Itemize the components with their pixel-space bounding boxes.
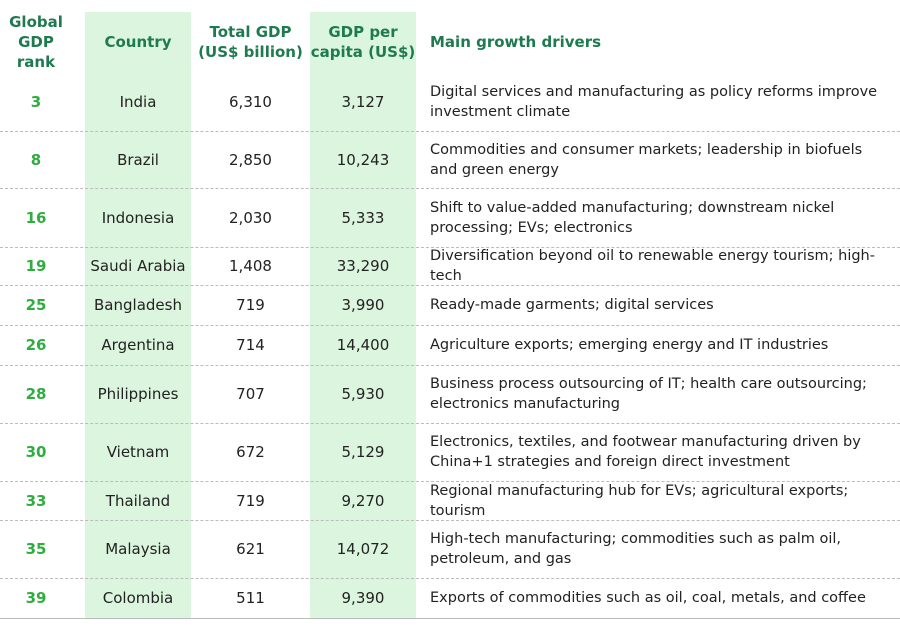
country-cell: Colombia	[102, 589, 174, 607]
growth-drivers-cell: Regional manufacturing hub for EVs; agri…	[430, 482, 849, 519]
country-cell: Argentina	[101, 336, 175, 354]
growth-drivers-cell: Shift to value-added manufacturing; down…	[430, 199, 835, 236]
total-gdp-cell: 714	[236, 336, 265, 354]
row-divider	[0, 578, 900, 579]
header-gdp-per-capita: GDP per capita (US$)	[310, 23, 416, 61]
gdp-per-capita-cell: 3,127	[341, 92, 385, 111]
country-cell: Indonesia	[101, 208, 175, 227]
total-gdp-cell: 719	[236, 296, 265, 314]
total-gdp-cell: 6,310	[229, 92, 272, 111]
rank-cell: 28	[25, 385, 47, 403]
table-row: 16 Indonesia 2,030 5,333 Shift to value-adde…	[0, 188, 900, 247]
country-cell: Philippines	[97, 385, 179, 403]
country-cell: Vietnam	[106, 443, 170, 461]
growth-drivers-cell: Commodities and consumer markets; leader…	[430, 141, 863, 178]
table-row: 25 Bangladesh 719 3,990 Ready-made garments;…	[0, 285, 900, 325]
table-row: 19 Saudi Arabia 1,408 33,290 Diversification…	[0, 247, 900, 285]
gdp-per-capita-cell: 5,333	[341, 208, 385, 227]
rank-cell: 16	[25, 208, 47, 227]
rank-cell: 30	[25, 443, 47, 461]
header-total-gdp: Total GDP (US$ billion)	[198, 23, 303, 61]
growth-drivers-cell: High-tech manufacturing; commodities suc…	[430, 531, 841, 567]
table-row: 26 Argentina 714 14,400 Agriculture exports;…	[0, 325, 900, 365]
table-row: 30 Vietnam 672 5,129 Electronics, textiles, …	[0, 423, 900, 481]
gdp-per-capita-column-highlight	[310, 12, 416, 618]
rank-cell: 35	[25, 540, 47, 558]
gdp-per-capita-cell: 33,290	[336, 257, 390, 275]
table-row: 35 Malaysia 621 14,072 High-tech manufacturi…	[0, 520, 900, 578]
total-gdp-cell: 2,850	[229, 150, 272, 169]
row-divider	[0, 131, 900, 132]
row-divider	[0, 325, 900, 326]
row-divider	[0, 481, 900, 482]
total-gdp-cell: 621	[236, 540, 265, 558]
rank-cell: 25	[25, 296, 47, 314]
total-gdp-cell: 1,408	[229, 257, 272, 275]
table-row: 33 Thailand 719 9,270 Regional manufacturing…	[0, 481, 900, 520]
row-divider	[0, 520, 900, 521]
rank-cell: 19	[25, 257, 47, 275]
growth-drivers-cell: Business process outsourcing of IT; heal…	[430, 376, 867, 412]
growth-drivers-cell: Diversification beyond oil to renewable …	[430, 248, 875, 284]
total-gdp-cell: 707	[236, 385, 265, 403]
rank-cell: 33	[25, 491, 47, 510]
total-gdp-cell: 2,030	[229, 208, 272, 227]
country-cell: Bangladesh	[94, 296, 182, 314]
country-cell: India	[119, 92, 157, 111]
growth-drivers-cell: Exports of commodities such as oil, coal…	[430, 590, 866, 606]
gdp-per-capita-cell: 5,930	[341, 385, 385, 403]
row-divider	[0, 247, 900, 248]
growth-drivers-cell: Ready-made garments; digital services	[430, 297, 714, 313]
country-cell: Saudi Arabia	[90, 257, 186, 275]
country-cell: Malaysia	[105, 540, 171, 558]
country-cell: Brazil	[117, 150, 159, 169]
rank-cell: 8	[30, 150, 42, 169]
header-global-gdp-rank: Global GDP rank	[9, 13, 63, 71]
row-divider	[0, 365, 900, 366]
row-divider	[0, 188, 900, 189]
table-row: 3 India 6,310 3,127 Digital services and man…	[0, 72, 900, 131]
gdp-per-capita-cell: 10,243	[336, 150, 390, 169]
growth-drivers-cell: Digital services and manufacturing as po…	[430, 83, 878, 120]
rank-cell: 26	[25, 336, 47, 354]
gdp-per-capita-cell: 5,129	[341, 443, 385, 461]
total-gdp-cell: 511	[236, 589, 265, 607]
growth-drivers-cell: Agriculture exports; emerging energy and…	[430, 337, 829, 353]
row-divider	[0, 423, 900, 424]
total-gdp-cell: 672	[236, 443, 265, 461]
rank-cell: 39	[25, 589, 47, 607]
gdp-per-capita-cell: 3,990	[341, 296, 385, 314]
total-gdp-cell: 719	[236, 491, 265, 510]
header-main-growth-drivers: Main growth drivers	[430, 33, 602, 51]
gdp-per-capita-cell: 9,270	[341, 491, 385, 510]
country-cell: Thailand	[105, 491, 171, 510]
gdp-per-capita-cell: 14,400	[336, 336, 390, 354]
gdp-per-capita-cell: 14,072	[336, 540, 390, 558]
header-country: Country	[104, 33, 172, 51]
row-divider	[0, 285, 900, 286]
country-column-highlight	[85, 12, 191, 618]
growth-drivers-cell: Electronics, textiles, and footwear manu…	[430, 434, 861, 470]
rank-cell: 3	[30, 92, 42, 111]
table-row: 8 Brazil 2,850 10,243 Commodities and consum…	[0, 131, 900, 188]
table-row: 39 Colombia 511 9,390 Exports of commodities…	[0, 578, 900, 618]
gdp-per-capita-cell: 9,390	[341, 589, 385, 607]
table-bottom-border	[0, 618, 900, 619]
table-row: 28 Philippines 707 5,930 Business process ou…	[0, 365, 900, 423]
